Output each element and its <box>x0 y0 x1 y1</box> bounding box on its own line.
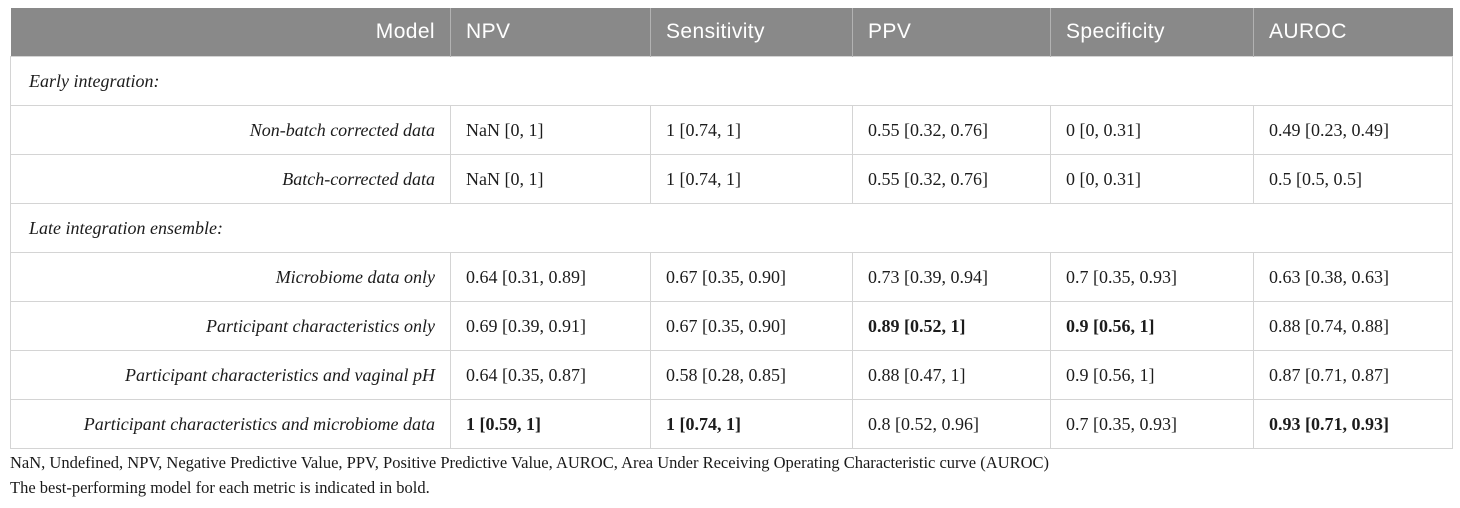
metric-value-cell: 0.89 [0.52, 1] <box>852 301 1051 351</box>
metric-value-cell: 0.73 [0.39, 0.94] <box>852 252 1051 302</box>
section-row: Early integration: <box>10 56 1453 106</box>
header-row: Model NPV Sensitivity PPV Specificity AU… <box>10 8 1453 57</box>
model-name-cell: Microbiome data only <box>10 252 451 302</box>
model-name-cell: Participant characteristics and microbio… <box>10 399 451 449</box>
metrics-table: Model NPV Sensitivity PPV Specificity AU… <box>10 8 1453 449</box>
metric-value-cell: NaN [0, 1] <box>450 105 651 155</box>
table-row: Participant characteristics only 0.69 [0.… <box>10 301 1453 351</box>
metric-value-cell: 0.58 [0.28, 0.85] <box>650 350 853 400</box>
metric-value-cell: NaN [0, 1] <box>450 154 651 204</box>
model-name-cell: Batch-corrected data <box>10 154 451 204</box>
column-header-ppv: PPV <box>852 8 1051 57</box>
model-name-cell: Non-batch corrected data <box>10 105 451 155</box>
metric-value-cell: 0.87 [0.71, 0.87] <box>1253 350 1453 400</box>
column-header-sensitivity: Sensitivity <box>650 8 853 57</box>
metric-value-cell: 0.7 [0.35, 0.93] <box>1050 399 1254 449</box>
metric-value-cell: 0.55 [0.32, 0.76] <box>852 154 1051 204</box>
metric-value-cell: 0.69 [0.39, 0.91] <box>450 301 651 351</box>
metric-value-cell: 0.5 [0.5, 0.5] <box>1253 154 1453 204</box>
footnote-bold-note: The best-performing model for each metri… <box>10 478 430 497</box>
table-row: Batch-corrected data NaN [0, 1] 1 [0.74, 1… <box>10 154 1453 204</box>
table-row: Microbiome data only 0.64 [0.31, 0.89] 0.6… <box>10 252 1453 302</box>
metric-value-cell: 0.8 [0.52, 0.96] <box>852 399 1051 449</box>
metric-value-cell: 0.49 [0.23, 0.49] <box>1253 105 1453 155</box>
metric-value-cell: 1 [0.74, 1] <box>650 154 853 204</box>
table-row: Non-batch corrected data NaN [0, 1] 1 [0.7… <box>10 105 1453 155</box>
metric-value-cell: 0.67 [0.35, 0.90] <box>650 301 853 351</box>
metric-value-cell: 1 [0.59, 1] <box>450 399 651 449</box>
metric-value-cell: 0.63 [0.38, 0.63] <box>1253 252 1453 302</box>
model-name-cell: Participant characteristics only <box>10 301 451 351</box>
metric-value-cell: 1 [0.74, 1] <box>650 399 853 449</box>
metric-value-cell: 0.93 [0.71, 0.93] <box>1253 399 1453 449</box>
metric-value-cell: 0.55 [0.32, 0.76] <box>852 105 1051 155</box>
metric-value-cell: 0 [0, 0.31] <box>1050 154 1254 204</box>
section-row: Late integration ensemble: <box>10 203 1453 253</box>
metric-value-cell: 0 [0, 0.31] <box>1050 105 1254 155</box>
table-footnotes: NaN, Undefined, NPV, Negative Predictive… <box>10 450 1049 500</box>
metric-value-cell: 0.88 [0.47, 1] <box>852 350 1051 400</box>
metric-value-cell: 0.88 [0.74, 0.88] <box>1253 301 1453 351</box>
metric-value-cell: 0.64 [0.35, 0.87] <box>450 350 651 400</box>
metric-value-cell: 0.9 [0.56, 1] <box>1050 301 1254 351</box>
metric-value-cell: 0.67 [0.35, 0.90] <box>650 252 853 302</box>
metric-value-cell: 0.9 [0.56, 1] <box>1050 350 1254 400</box>
metric-value-cell: 1 [0.74, 1] <box>650 105 853 155</box>
metric-value-cell: 0.7 [0.35, 0.93] <box>1050 252 1254 302</box>
metric-value-cell: 0.64 [0.31, 0.89] <box>450 252 651 302</box>
table-row: Participant characteristics and vaginal … <box>10 350 1453 400</box>
column-header-auroc: AUROC <box>1253 8 1453 57</box>
section-label: Early integration: <box>10 56 1453 106</box>
column-header-specificity: Specificity <box>1050 8 1254 57</box>
table-row: Participant characteristics and microbio… <box>10 399 1453 449</box>
table-body: Early integration: Non-batch corrected da… <box>10 56 1453 449</box>
section-label: Late integration ensemble: <box>10 203 1453 253</box>
footnote-abbreviations: NaN, Undefined, NPV, Negative Predictive… <box>10 453 1049 472</box>
model-name-cell: Participant characteristics and vaginal … <box>10 350 451 400</box>
column-header-model: Model <box>10 8 451 57</box>
column-header-npv: NPV <box>450 8 651 57</box>
